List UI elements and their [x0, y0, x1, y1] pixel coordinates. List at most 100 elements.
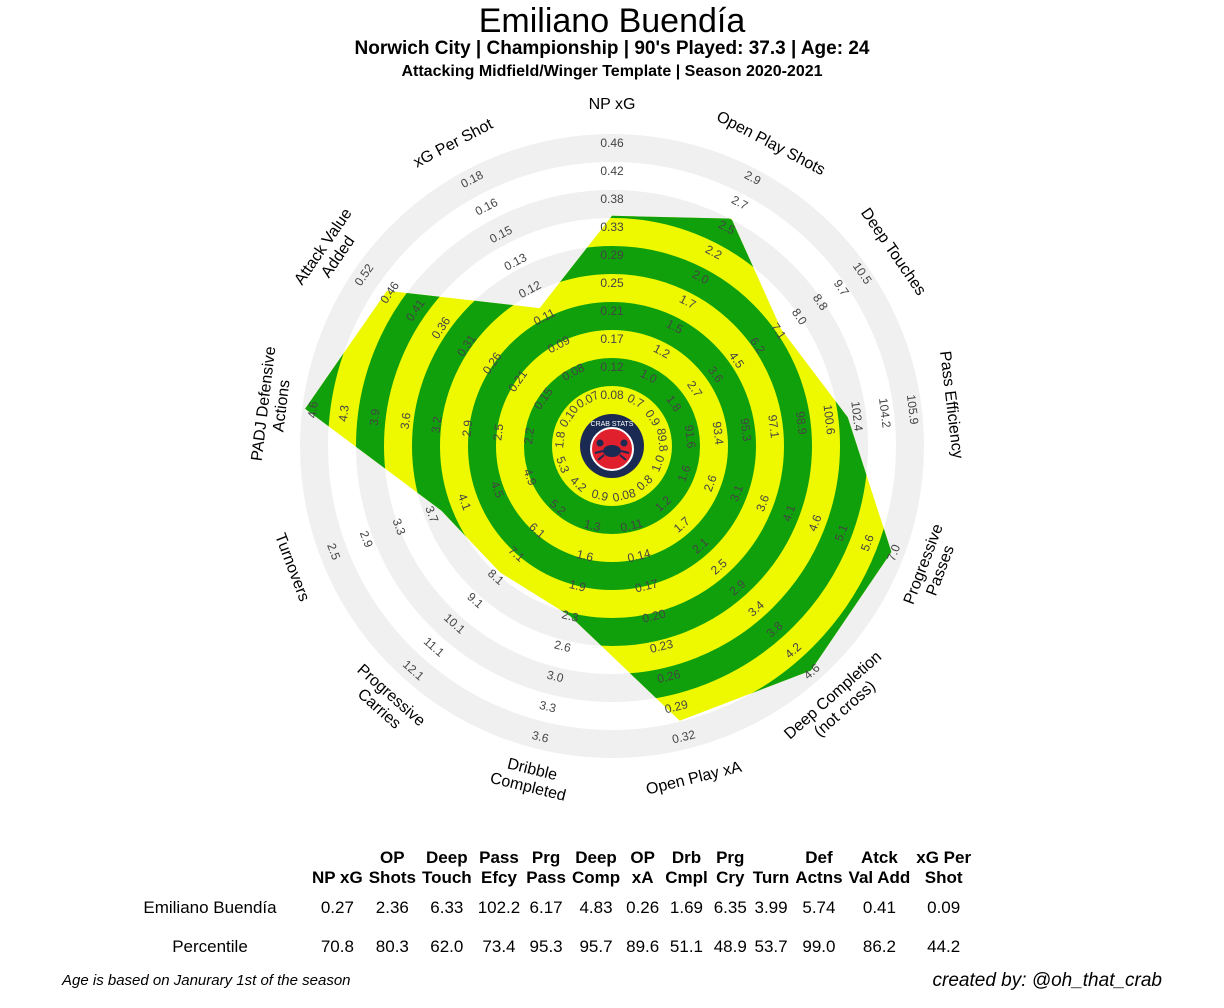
radar-tick-label: 3.3	[390, 516, 409, 537]
table-column-header-line: Cmpl	[665, 868, 708, 887]
radar-tick-label: 3.1	[727, 483, 746, 504]
badge-text: CRAB STATS	[591, 421, 634, 428]
radar-tick-label: 0.29	[600, 248, 624, 262]
radar-tick-label: 1.0	[638, 366, 660, 386]
radar-tick-label: 2.9	[357, 529, 376, 550]
radar-tick-label: 1.0	[649, 453, 668, 474]
radar-tick-label: 2.3	[560, 607, 580, 625]
table-cell: 73.4	[482, 936, 516, 956]
table-column-header-line: OP	[630, 848, 655, 867]
table-cell: 70.8	[320, 936, 354, 956]
table-column-header: Drb Cmpl	[662, 846, 711, 888]
table-row-label: Percentile	[172, 936, 248, 956]
radar-tick-label: 5.3	[553, 454, 572, 475]
radar-tick-label: 4.9	[521, 467, 540, 488]
stats-table-header-row: NP xG OP Shots Deep Touch Pass Efcy Prg Pass Deep…	[122, 846, 974, 888]
radar-tick-label: 2.9	[742, 168, 764, 188]
radar-tick-label: 2.6	[553, 638, 573, 656]
table-column-header: Def Actns	[792, 846, 845, 888]
radar-chart: 0.08 0.12 0.17 0.21 0.25 0.29 0.33 0.38 0.42 0.46…	[249, 96, 966, 805]
table-cell: 80.3	[375, 936, 409, 956]
radar-tick-label: 105.9	[904, 394, 922, 426]
table-column-header-line: OP	[380, 848, 405, 867]
radar-axis-label: Pass Efficiency	[936, 350, 966, 459]
radar-axis-label: NP xG	[589, 96, 636, 113]
radar-axis-label: DribbleCompleted	[488, 752, 571, 804]
table-column-header: OP Shots	[366, 846, 419, 888]
radar-tick-label: 5.6	[858, 532, 877, 553]
radar-tick-label: 89.8	[654, 427, 671, 452]
radar-tick-label: 0.38	[600, 192, 624, 206]
radar-axis-label: Open Play xA	[644, 759, 743, 799]
stats-table: NP xG OP Shots Deep Touch Pass Efcy Prg Pass Deep…	[122, 846, 974, 966]
radar-tick-label: 93.4	[710, 421, 727, 446]
radar-tick-label: 3.3	[538, 698, 558, 716]
radar-tick-label: 98.9	[793, 411, 810, 436]
radar-tick-label: 1.5	[664, 316, 686, 336]
table-column-header: Prg Cry	[711, 846, 750, 888]
author-credit: created by: @oh_that_crab	[932, 970, 1162, 991]
radar-tick-label: 1.9	[568, 577, 588, 595]
table-column-header-line: Prg	[716, 848, 745, 867]
table-column-header-line: Actns	[795, 868, 843, 887]
radar-tick-label: 1.7	[677, 292, 699, 312]
table-column-header-line: Atck	[860, 848, 898, 867]
table-column-header-line: Comp	[571, 868, 621, 887]
radar-tick-label: 100.6	[820, 404, 838, 436]
stats-table-body: Emiliano Buendía 0.27 2.36 6.33 102.2 6.17 4.8…	[122, 888, 974, 966]
radar-tick-label: 0.17	[633, 576, 659, 595]
table-column-header: Pass Efcy	[475, 846, 524, 888]
age-footnote: Age is based on Janurary 1st of the seas…	[62, 972, 351, 989]
table-row: Percentile 70.8 80.3 62.0 73.4 95.3 95.7 89.6 51…	[122, 927, 974, 966]
radar-axis-label: Turnovers	[271, 531, 312, 604]
radar-tick-label: 0.9	[590, 487, 610, 505]
table-cell: 99.0	[802, 936, 836, 956]
table-cell: 48.9	[713, 936, 747, 956]
radar-tick-label: 4.6	[806, 512, 825, 533]
table-column-header-line: Touch	[421, 868, 472, 887]
table-cell: 3.99	[754, 897, 788, 917]
table-column-header-line: Shots	[368, 868, 416, 887]
radar-tick-label: 0.14	[626, 546, 652, 565]
table-column-header: NP xG	[309, 846, 366, 888]
radar-grid-ring	[300, 134, 924, 758]
table-header-blank	[122, 846, 309, 888]
radar-tick-label: 3.0	[545, 668, 565, 686]
table-column-header-line: Deep	[426, 848, 468, 867]
table-cell: 102.2	[477, 897, 521, 917]
radar-tick-label: 3.6	[753, 493, 772, 514]
radar-tick-label: 4.6	[305, 400, 321, 419]
table-column-header-line: Turn	[752, 868, 790, 887]
radar-tick-label: 2.5	[324, 541, 343, 562]
table-column-header-line: Deep	[575, 848, 617, 867]
radar-tick-label: 0.08	[611, 486, 637, 505]
table-column-header-line: Prg	[531, 848, 561, 867]
radar-tick-label: 3.6	[531, 728, 551, 746]
table-cell: 0.27	[320, 897, 354, 917]
table-cell: 86.2	[862, 936, 896, 956]
radar-tick-label: 1.6	[575, 547, 595, 565]
radar-tick-label: 0.08	[600, 388, 624, 402]
radar-tick-label: 0.23	[648, 637, 674, 656]
table-cell: 0.26	[626, 897, 660, 917]
radar-tick-label: 0.7	[625, 391, 647, 411]
table-column-header: Prg Pass	[523, 846, 569, 888]
radar-tick-label: 0.46	[600, 136, 624, 150]
radar-tick-label: 4.5	[488, 479, 507, 500]
player-info-subtitle: Norwich City | Championship | 90's Playe…	[354, 38, 870, 59]
radar-tick-label: 4.3	[336, 404, 352, 423]
radar-tick-label: 0.16	[473, 195, 500, 218]
radar-tick-label: 91.6	[682, 424, 699, 449]
radar-tick-label: 1.3	[583, 517, 603, 535]
table-cell: 1.69	[669, 897, 703, 917]
radar-tick-label: 2.0	[690, 267, 712, 287]
table-column-header: OP xA	[623, 846, 662, 888]
table-column-header-line: Def	[805, 848, 833, 867]
radar-tick-label: 2.7	[729, 193, 751, 213]
table-cell: 51.1	[669, 936, 703, 956]
radar-tick-label: 1.6	[675, 463, 694, 484]
radar-tick-label: 0.11	[619, 516, 644, 535]
table-cell: 2.36	[375, 897, 409, 917]
radar-tick-label: 102.4	[848, 400, 866, 432]
table-column-header-line: Val Add	[848, 868, 911, 887]
